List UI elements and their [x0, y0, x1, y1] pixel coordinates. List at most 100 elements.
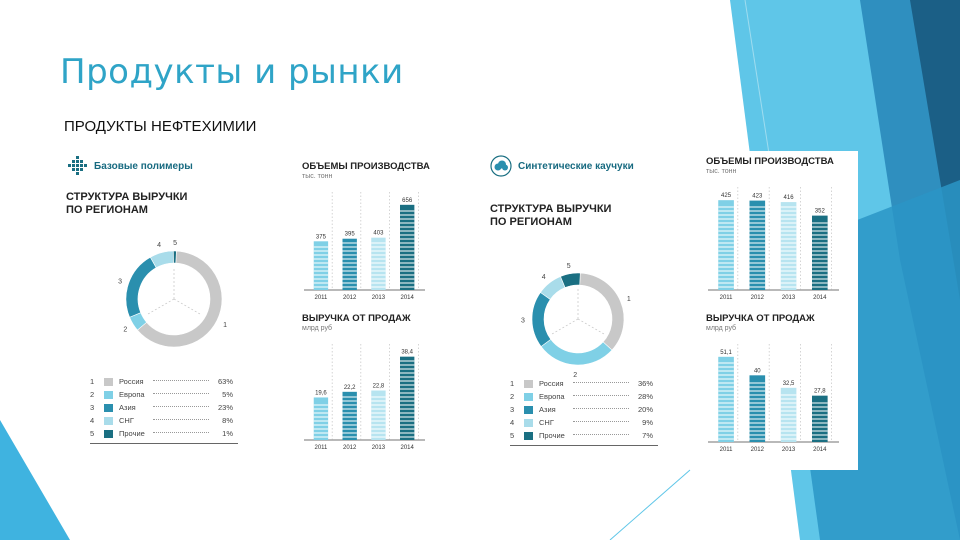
legend-value: 36% [637, 379, 653, 388]
donut-label: 4 [542, 274, 546, 281]
bar-year-label: 2012 [751, 295, 765, 301]
rubbers-legend: 1 Россия 36% 2 Европа 28% 3 Азия 20% 4 СНГ 9% 5 Прочи… [510, 377, 658, 446]
legend-swatch [524, 431, 533, 440]
structure-title-line-1: СТРУКТУРА ВЫРУЧКИ [490, 203, 612, 215]
legend-number: 2 [510, 392, 515, 401]
rubbers-sales-chart: 51,1 2011 40 2012 32,5 2013 27,8 2014 [708, 344, 839, 453]
legend-swatch [104, 416, 113, 425]
polymers-structure-panel: Базовые полимеры СТРУКТУРА ВЫРУЧКИ ПО РЕ… [66, 155, 296, 475]
bar-value-label: 395 [345, 232, 356, 238]
legend-swatch [104, 403, 113, 412]
legend-number: 4 [90, 416, 95, 425]
production-unit: тыс. тонн [706, 168, 737, 175]
bar [749, 375, 766, 442]
legend-dots [573, 381, 629, 383]
bar-value-label: 403 [373, 231, 384, 237]
legend-number: 1 [90, 377, 95, 386]
legend-row: 5 Прочие 1% [90, 427, 238, 440]
legend-value: 7% [642, 431, 653, 440]
rubbers-production-chart: 425 2011 423 2012 416 2013 352 2014 [708, 187, 839, 301]
bar-value-label: 51,1 [720, 350, 732, 356]
bar-year-label: 2011 [314, 445, 328, 451]
bar-year-label: 2014 [401, 295, 415, 301]
bar-value-label: 40 [754, 368, 761, 374]
legend-name: Европа [119, 390, 145, 399]
bar-value-label: 375 [316, 234, 327, 240]
legend-dots [573, 433, 629, 435]
bar-year-label: 2012 [343, 445, 357, 451]
bar [313, 397, 329, 440]
legend-number: 3 [90, 403, 95, 412]
bar [371, 390, 386, 440]
rubbers-structure-panel: Синтетические каучуки СТРУКТУРА ВЫРУЧКИ … [490, 155, 700, 475]
legend-row: 1 Россия 63% [90, 375, 238, 388]
bar [780, 202, 797, 290]
legend-swatch [524, 392, 533, 401]
donut-slice-3 [531, 292, 552, 347]
legend-value: 23% [217, 403, 233, 412]
legend-dots [153, 418, 209, 420]
legend-dots [573, 407, 629, 409]
donut-label: 5 [567, 263, 571, 270]
donut-center-line [173, 298, 202, 316]
legend-dots [153, 379, 209, 381]
donut-label: 1 [627, 296, 631, 303]
rubbers-brand: Синтетические каучуки [490, 155, 700, 177]
legend-value: 8% [222, 416, 233, 425]
bar-year-label: 2013 [372, 295, 386, 301]
legend-row: 2 Европа 28% [510, 390, 658, 403]
donut-slice-5 [560, 272, 581, 288]
bar-year-label: 2011 [720, 447, 734, 453]
polymers-bars-panel: ОБЪЕМЫ ПРОИЗВОДСТВА тыс. тонн 375 2011 395… [302, 160, 442, 470]
bar-value-label: 423 [752, 194, 763, 200]
legend-dots [153, 405, 209, 407]
sales-title: ВЫРУЧКА ОТ ПРОДАЖ [302, 313, 411, 324]
legend-value: 1% [222, 429, 233, 438]
donut-label: 2 [573, 372, 577, 379]
bar-value-label: 32,5 [783, 381, 795, 387]
legend-swatch [524, 418, 533, 427]
donut-center-line [577, 318, 605, 335]
legend-rule [510, 445, 658, 446]
legend-number: 5 [90, 429, 95, 438]
bar-year-label: 2013 [372, 445, 386, 451]
rubbers-donut-chart: 1 2 3 4 5 [521, 263, 631, 379]
bar-year-label: 2013 [782, 295, 796, 301]
legend-swatch [524, 405, 533, 414]
donut-label: 4 [157, 242, 161, 249]
deco-line [744, 0, 771, 161]
legend-rule [90, 443, 238, 444]
rubbers-bars-panel: ОБЪЕМЫ ПРОИЗВОДСТВА тыс. тонн 425 2011 423… [700, 151, 858, 470]
bar-year-label: 2012 [343, 295, 357, 301]
donut-label: 2 [123, 327, 127, 334]
legend-value: 20% [637, 405, 653, 414]
donut-slice-1 [579, 272, 625, 351]
legend-value: 63% [217, 377, 233, 386]
sales-unit: млрд руб [302, 325, 333, 332]
legend-name: Европа [539, 392, 565, 401]
legend-row: 4 СНГ 8% [90, 414, 238, 427]
brand-name: Базовые полимеры [94, 160, 193, 172]
production-title: ОБЪЕМЫ ПРОИЗВОДСТВА [706, 156, 834, 167]
legend-swatch [104, 429, 113, 438]
donut-center-line [146, 298, 175, 316]
legend-name: СНГ [539, 418, 554, 427]
bar-year-label: 2014 [813, 447, 827, 453]
structure-title: СТРУКТУРА ВЫРУЧКИ ПО РЕГИОНАМ [490, 203, 700, 229]
grid-logo-icon [68, 156, 87, 175]
slide-title: Продукты и рынки [60, 52, 404, 92]
production-title: ОБЪЕМЫ ПРОИЗВОДСТВА [302, 161, 430, 172]
bar-value-label: 425 [721, 193, 732, 199]
deco-corner-shape [0, 420, 70, 540]
bar-year-label: 2014 [401, 445, 415, 451]
bar-year-label: 2014 [813, 295, 827, 301]
bar-value-label: 38,4 [401, 350, 413, 356]
production-unit: тыс. тонн [302, 173, 333, 180]
legend-number: 2 [90, 390, 95, 399]
bar [718, 200, 734, 290]
polymers-legend: 1 Россия 63% 2 Европа 5% 3 Азия 23% 4 СНГ 8% 5 Прочие… [90, 375, 238, 444]
legend-dots [153, 431, 209, 433]
cloud-logo-icon [490, 155, 512, 177]
legend-swatch [104, 390, 113, 399]
bar-value-label: 352 [815, 209, 826, 215]
